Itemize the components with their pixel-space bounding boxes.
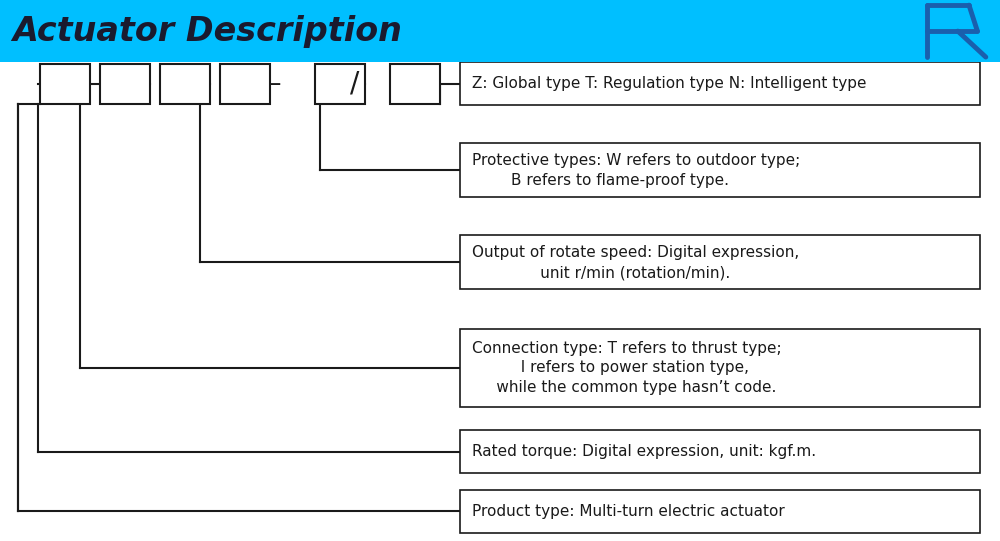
Bar bbox=[160, 64, 210, 104]
Bar bbox=[460, 329, 980, 407]
Text: unit r/min (rotation/min).: unit r/min (rotation/min). bbox=[472, 265, 730, 280]
Bar bbox=[460, 235, 980, 289]
Text: while the common type hasn’t code.: while the common type hasn’t code. bbox=[472, 380, 776, 395]
Bar bbox=[460, 490, 980, 533]
Text: Connection type: T refers to thrust type;: Connection type: T refers to thrust type… bbox=[472, 341, 782, 356]
Text: Z: Global type T: Regulation type N: Intelligent type: Z: Global type T: Regulation type N: Int… bbox=[472, 76, 866, 91]
Text: Protective types: W refers to outdoor type;: Protective types: W refers to outdoor ty… bbox=[472, 153, 800, 168]
Bar bbox=[0, 0, 1000, 62]
Text: Actuator Description: Actuator Description bbox=[12, 15, 402, 48]
Text: Output of rotate speed: Digital expression,: Output of rotate speed: Digital expressi… bbox=[472, 245, 799, 260]
Bar bbox=[220, 64, 270, 104]
Text: –: – bbox=[269, 72, 281, 96]
Bar bbox=[460, 430, 980, 473]
Bar bbox=[100, 64, 150, 104]
Bar bbox=[315, 64, 365, 104]
Bar bbox=[460, 143, 980, 197]
Bar bbox=[40, 64, 90, 104]
Text: I refers to power station type,: I refers to power station type, bbox=[472, 360, 749, 375]
Text: Product type: Multi-turn electric actuator: Product type: Multi-turn electric actuat… bbox=[472, 504, 785, 519]
Text: /: / bbox=[350, 70, 360, 98]
Bar bbox=[390, 64, 440, 104]
Bar bbox=[460, 62, 980, 105]
Text: Rated torque: Digital expression, unit: kgf.m.: Rated torque: Digital expression, unit: … bbox=[472, 444, 816, 459]
Text: B refers to flame-proof type.: B refers to flame-proof type. bbox=[472, 173, 729, 188]
